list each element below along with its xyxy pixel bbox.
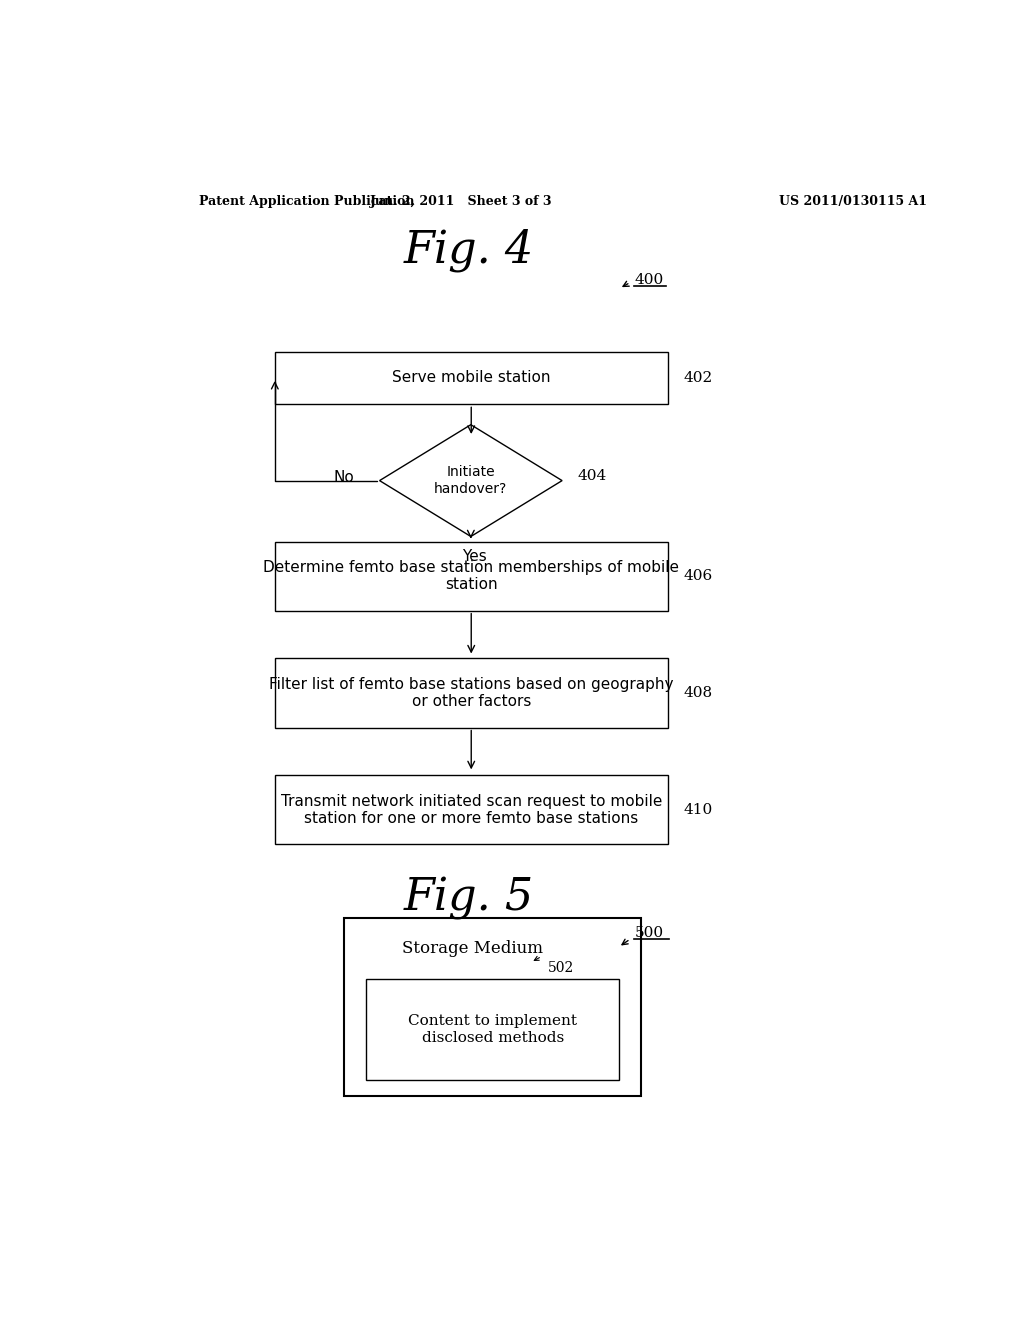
Text: Content to implement
disclosed methods: Content to implement disclosed methods: [409, 1014, 578, 1044]
Text: Filter list of femto base stations based on geography
or other factors: Filter list of femto base stations based…: [269, 677, 674, 709]
Text: Determine femto base station memberships of mobile
station: Determine femto base station memberships…: [263, 560, 679, 593]
Text: 404: 404: [578, 469, 607, 483]
Text: 406: 406: [684, 569, 713, 583]
Text: 400: 400: [634, 273, 664, 288]
Text: Transmit network initiated scan request to mobile
station for one or more femto : Transmit network initiated scan request …: [281, 793, 662, 826]
Text: No: No: [334, 470, 354, 484]
Text: Storage Medium: Storage Medium: [402, 940, 544, 957]
Text: Fig. 4: Fig. 4: [404, 228, 535, 272]
Text: 410: 410: [684, 803, 713, 817]
Text: Fig. 5: Fig. 5: [404, 876, 535, 920]
Text: Serve mobile station: Serve mobile station: [392, 371, 551, 385]
FancyBboxPatch shape: [274, 351, 668, 404]
FancyBboxPatch shape: [274, 775, 668, 845]
Text: Patent Application Publication: Patent Application Publication: [200, 194, 415, 207]
Polygon shape: [380, 425, 562, 536]
Text: 408: 408: [684, 686, 713, 700]
Text: Yes: Yes: [463, 549, 487, 564]
Text: Jun. 2, 2011   Sheet 3 of 3: Jun. 2, 2011 Sheet 3 of 3: [370, 194, 553, 207]
FancyBboxPatch shape: [274, 541, 668, 611]
Text: Initiate
handover?: Initiate handover?: [434, 466, 508, 496]
Text: US 2011/0130115 A1: US 2011/0130115 A1: [778, 194, 927, 207]
Text: 500: 500: [634, 925, 664, 940]
FancyBboxPatch shape: [367, 978, 620, 1080]
FancyBboxPatch shape: [274, 659, 668, 727]
FancyBboxPatch shape: [344, 917, 641, 1096]
Text: 402: 402: [684, 371, 713, 385]
Text: 502: 502: [548, 961, 574, 975]
